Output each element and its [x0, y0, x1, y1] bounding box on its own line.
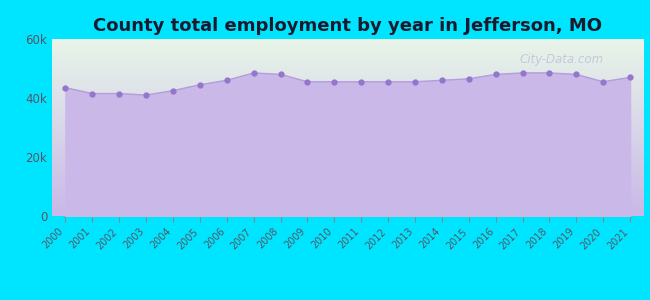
- Text: City-Data.com: City-Data.com: [519, 53, 603, 66]
- Title: County total employment by year in Jefferson, MO: County total employment by year in Jeffe…: [93, 17, 603, 35]
